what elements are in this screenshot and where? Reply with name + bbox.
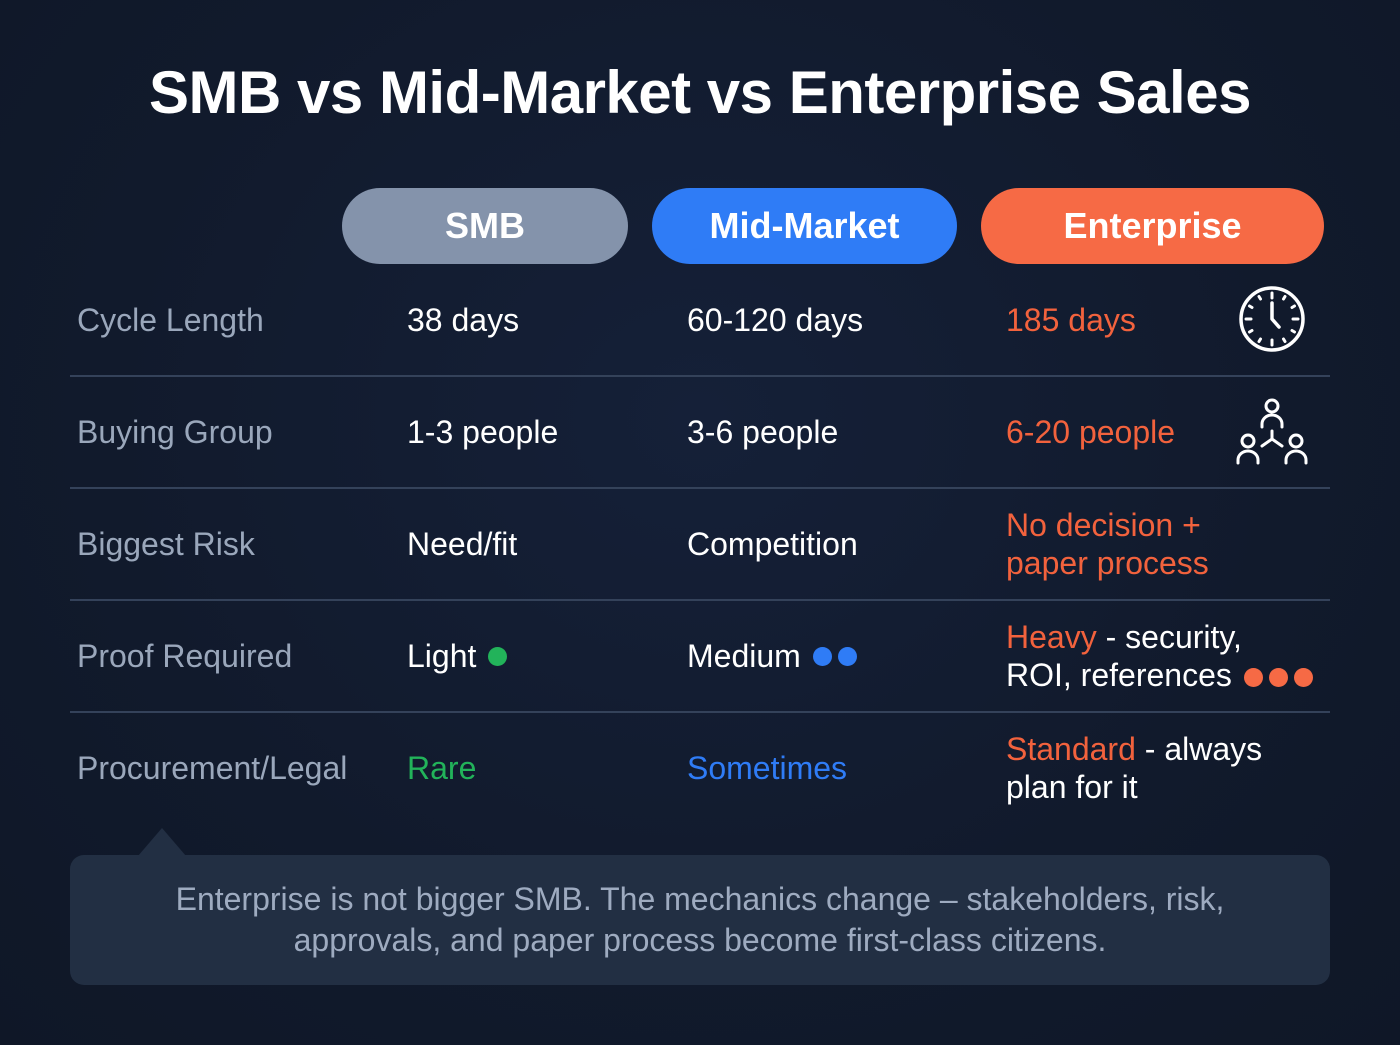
- enterprise-value-line1: No decision +: [1006, 507, 1201, 543]
- smb-value: Need/fit: [407, 526, 518, 562]
- row-label: Procurement/Legal: [77, 750, 348, 786]
- table-row-cycle-length: Cycle Length 38 days 60-120 days 185 day…: [70, 265, 1330, 377]
- smb-value: 1-3 people: [407, 414, 559, 450]
- row-label: Proof Required: [77, 638, 293, 674]
- table-row-procurement-legal: Procurement/Legal Rare Sometimes Standar…: [70, 713, 1330, 825]
- enterprise-value: 6-20 people: [1006, 414, 1176, 450]
- smb-value: 38 days: [407, 302, 520, 338]
- enterprise-value-line2: ROI, references: [1006, 657, 1232, 693]
- people-group-icon: [1236, 398, 1308, 465]
- row-divider: [70, 711, 1330, 713]
- clock-icon: [1239, 286, 1305, 352]
- row-label: Cycle Length: [77, 302, 264, 338]
- callout-line1: Enterprise is not bigger SMB. The mechan…: [175, 881, 1225, 917]
- level-dot-icon: [1268, 668, 1288, 688]
- level-dot-icon: [837, 646, 857, 666]
- row-label: Buying Group: [77, 414, 273, 450]
- level-dot-icon: [812, 646, 832, 666]
- table-row-biggest-risk: Biggest Risk Need/fit Competition No dec…: [70, 489, 1330, 601]
- row-label: Biggest Risk: [77, 526, 255, 562]
- enterprise-highlight: Standard: [1006, 731, 1136, 767]
- mid-market-value: 60-120 days: [687, 302, 864, 338]
- table-row-buying-group: Buying Group 1-3 people 3-6 people 6-20 …: [70, 377, 1330, 489]
- mid-market-value: Competition: [687, 526, 858, 562]
- enterprise-value: Heavy - security, ROI, references: [1006, 601, 1313, 711]
- smb-value-text: Light: [407, 638, 477, 674]
- table-row-proof-required: Proof Required Light Medium Heavy - secu…: [70, 601, 1330, 713]
- enterprise-value: No decision + paper process: [1006, 489, 1209, 599]
- row-divider: [70, 487, 1330, 489]
- enterprise-value: 185 days: [1006, 302, 1136, 338]
- column-header-mid-market: Mid-Market: [652, 188, 957, 264]
- row-divider: [70, 375, 1330, 377]
- callout-line2: approvals, and paper process become firs…: [293, 922, 1107, 958]
- enterprise-value-line2: plan for it: [1006, 769, 1138, 805]
- column-header-smb: SMB: [342, 188, 628, 264]
- column-header-enterprise: Enterprise: [981, 188, 1324, 264]
- mid-market-value: Sometimes: [687, 750, 848, 786]
- level-dot-icon: [1243, 668, 1263, 688]
- level-dot-icon: [1293, 668, 1313, 688]
- enterprise-value: Standard - always plan for it: [1006, 713, 1262, 823]
- callout-pointer: [138, 828, 186, 856]
- enterprise-detail: - always: [1135, 731, 1263, 767]
- smb-value: Light: [407, 601, 508, 711]
- mid-market-value: Medium: [687, 601, 857, 711]
- smb-value: Rare: [407, 750, 477, 786]
- enterprise-value-line2: paper process: [1006, 545, 1209, 581]
- level-dot-icon: [488, 646, 508, 666]
- mid-market-value: 3-6 people: [687, 414, 839, 450]
- row-divider: [70, 599, 1330, 601]
- callout-note: Enterprise is not bigger SMB. The mechan…: [70, 855, 1330, 985]
- mid-market-value-text: Medium: [687, 638, 801, 674]
- page-title: SMB vs Mid-Market vs Enterprise Sales: [149, 59, 1251, 126]
- enterprise-detail: - security,: [1096, 619, 1242, 655]
- enterprise-highlight: Heavy: [1006, 619, 1097, 655]
